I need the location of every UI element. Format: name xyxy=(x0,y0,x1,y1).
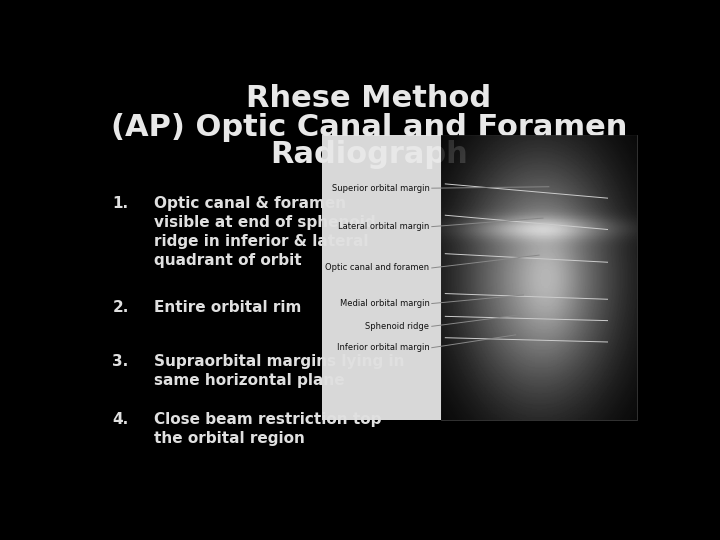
Text: 4.: 4. xyxy=(112,412,129,427)
Text: Supraorbital margins lying in
same horizontal plane: Supraorbital margins lying in same horiz… xyxy=(154,354,405,388)
Text: Lateral orbital margin: Lateral orbital margin xyxy=(338,222,429,231)
Text: Entire orbital rim: Entire orbital rim xyxy=(154,300,302,315)
Bar xyxy=(441,136,636,420)
Text: 2.: 2. xyxy=(112,300,129,315)
Text: Optic canal & foramen
visible at end of sphenoid
ridge in inferior & lateral
qua: Optic canal & foramen visible at end of … xyxy=(154,196,376,268)
Text: Radiograph: Radiograph xyxy=(270,140,468,168)
Text: (AP) Optic Canal and Foramen: (AP) Optic Canal and Foramen xyxy=(111,113,627,141)
Text: Medial orbital margin: Medial orbital margin xyxy=(340,299,429,308)
Text: Rhese Method: Rhese Method xyxy=(246,84,492,112)
Text: Superior orbital margin: Superior orbital margin xyxy=(331,184,429,193)
Text: 1.: 1. xyxy=(112,196,128,211)
Text: Inferior orbital margin: Inferior orbital margin xyxy=(337,343,429,352)
Text: Close beam restriction top
the orbital region: Close beam restriction top the orbital r… xyxy=(154,412,382,446)
Text: 3.: 3. xyxy=(112,354,129,369)
Bar xyxy=(322,136,441,420)
Text: Optic canal and foramen: Optic canal and foramen xyxy=(325,264,429,272)
Text: Sphenoid ridge: Sphenoid ridge xyxy=(365,322,429,331)
